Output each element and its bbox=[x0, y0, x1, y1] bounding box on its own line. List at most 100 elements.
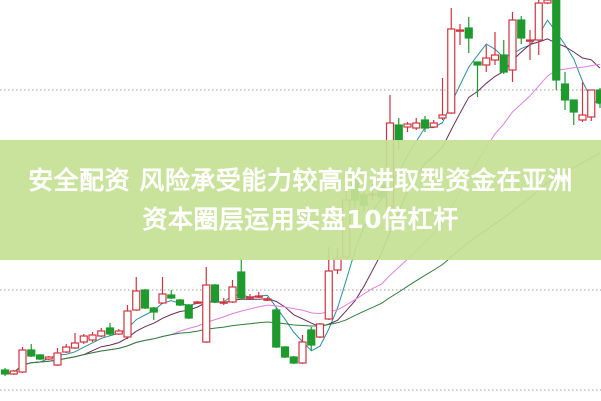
candle bbox=[0, 368, 10, 376]
candle-body bbox=[438, 114, 447, 119]
candle bbox=[210, 284, 220, 303]
candle bbox=[289, 356, 298, 364]
candle bbox=[18, 347, 27, 373]
candle bbox=[219, 298, 228, 305]
candle bbox=[412, 118, 421, 130]
candle-body bbox=[158, 293, 167, 304]
candle bbox=[9, 370, 18, 375]
candle-body bbox=[464, 27, 473, 39]
candle-body bbox=[175, 299, 185, 306]
candle-body bbox=[149, 307, 158, 313]
candle bbox=[455, 24, 465, 45]
candle-body bbox=[587, 89, 596, 118]
candle bbox=[307, 327, 316, 350]
candle-body bbox=[79, 335, 88, 343]
candle bbox=[280, 346, 290, 358]
candle bbox=[508, 12, 517, 82]
gridlines bbox=[0, 89, 601, 391]
candle bbox=[88, 332, 97, 342]
banner-line-2: 资本圈层运用实盘10倍杠杆 bbox=[142, 205, 459, 234]
candle bbox=[132, 277, 141, 311]
candle bbox=[473, 61, 482, 97]
candle bbox=[560, 72, 570, 110]
candle-body bbox=[272, 309, 281, 348]
candle bbox=[420, 116, 430, 132]
candle bbox=[149, 307, 158, 320]
candle bbox=[53, 348, 62, 366]
candle-body bbox=[228, 286, 237, 303]
candle-body bbox=[420, 119, 430, 129]
candle bbox=[490, 32, 500, 65]
candle bbox=[245, 294, 255, 299]
candle-body bbox=[88, 334, 97, 341]
candle-body bbox=[560, 83, 570, 101]
candle-body bbox=[193, 301, 202, 304]
candle-body bbox=[543, 0, 552, 4]
candle bbox=[79, 334, 88, 344]
candle bbox=[105, 323, 115, 336]
candle-body bbox=[552, 0, 561, 81]
candle-body bbox=[202, 284, 211, 343]
candle bbox=[254, 292, 263, 298]
candle bbox=[298, 335, 307, 364]
candle-body bbox=[70, 342, 80, 349]
ma10-line bbox=[4, 38, 601, 375]
candle bbox=[315, 323, 325, 338]
candle bbox=[62, 344, 71, 353]
candle-body bbox=[324, 270, 333, 320]
candle-body bbox=[123, 310, 132, 338]
candle-body bbox=[132, 290, 141, 311]
candle bbox=[237, 258, 246, 299]
candle-body bbox=[140, 289, 150, 309]
candle-body bbox=[455, 29, 465, 32]
candle-body bbox=[490, 54, 500, 61]
candle-body bbox=[508, 19, 517, 71]
candle bbox=[184, 304, 193, 319]
candle-body bbox=[237, 271, 246, 299]
candle bbox=[114, 329, 123, 335]
candle-body bbox=[447, 28, 456, 114]
candle bbox=[438, 78, 447, 120]
candle bbox=[263, 297, 272, 301]
candle bbox=[175, 299, 185, 306]
candle-body bbox=[53, 352, 62, 366]
candle-body bbox=[97, 330, 106, 337]
candle-body bbox=[333, 258, 342, 271]
candle-body bbox=[298, 341, 307, 364]
candle bbox=[569, 99, 578, 125]
candle bbox=[272, 308, 281, 348]
candle bbox=[543, 0, 552, 4]
candle-body bbox=[114, 330, 123, 335]
banner-line-1: 安全配资 风险承受能力较高的进取型资金在亚洲 bbox=[28, 166, 573, 195]
candle bbox=[140, 289, 150, 309]
candle bbox=[429, 120, 438, 128]
candle bbox=[27, 344, 36, 357]
candle bbox=[578, 82, 587, 122]
candle bbox=[403, 122, 412, 132]
title-banner: 安全配资 风险承受能力较高的进取型资金在亚洲 资本圈层运用实盘10倍杠杆 bbox=[0, 140, 601, 260]
candle-body bbox=[9, 370, 18, 375]
candle-body bbox=[280, 346, 290, 358]
candle bbox=[228, 280, 237, 303]
candle bbox=[193, 301, 202, 304]
candle-body bbox=[412, 122, 421, 129]
candle-body bbox=[105, 327, 115, 335]
candle-body bbox=[595, 89, 601, 104]
candle-body bbox=[429, 122, 438, 128]
candle-body bbox=[184, 304, 193, 319]
candle-body bbox=[517, 19, 526, 39]
candle-body bbox=[578, 114, 587, 121]
candle bbox=[167, 290, 176, 299]
candle bbox=[447, 8, 456, 114]
candle-body bbox=[167, 294, 176, 299]
candle-body bbox=[44, 356, 53, 360]
candle bbox=[202, 267, 211, 343]
candle bbox=[587, 89, 596, 121]
candle bbox=[158, 277, 167, 304]
candle-body bbox=[315, 323, 325, 338]
candle-body bbox=[27, 349, 36, 357]
candle-body bbox=[18, 349, 27, 373]
candle-body bbox=[62, 346, 71, 353]
candle-body bbox=[482, 57, 491, 66]
candle-body bbox=[473, 61, 482, 66]
